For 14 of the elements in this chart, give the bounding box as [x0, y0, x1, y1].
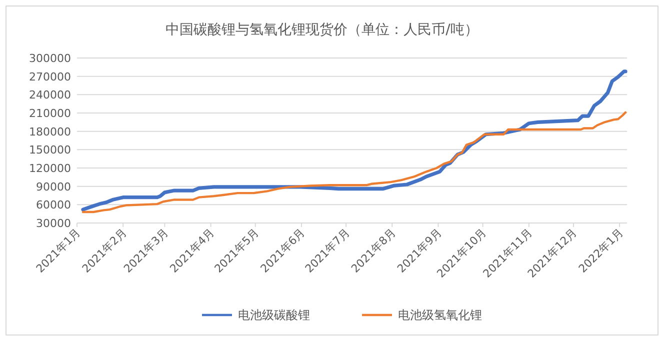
legend-label: 电池级碳酸锂 [238, 308, 310, 322]
y-tick-label: 300000 [29, 52, 71, 65]
chart-title: 中国碳酸锂与氢氧化锂现货价（单位：人民币/吨） [166, 22, 478, 38]
y-tick-label: 180000 [29, 125, 71, 138]
y-tick-label: 240000 [29, 88, 71, 102]
y-tick-label: 90000 [36, 180, 71, 194]
y-tick-label: 150000 [29, 144, 71, 157]
y-tick-label: 60000 [36, 198, 71, 212]
y-tick-label: 120000 [29, 162, 71, 175]
y-tick-label: 270000 [29, 70, 71, 84]
line-series [82, 111, 627, 214]
legend-label: 电池级氢氧化锂 [398, 308, 482, 322]
y-tick-label: 30000 [36, 217, 71, 230]
y-tick-label: 210000 [29, 107, 71, 120]
